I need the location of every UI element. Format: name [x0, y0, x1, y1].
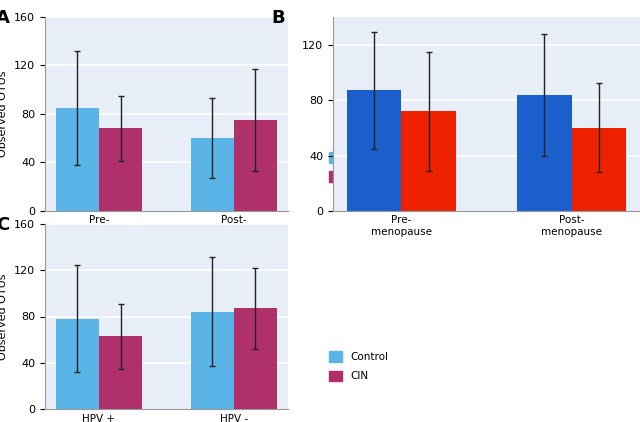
Legend: Control, CIN: Control, CIN	[325, 148, 392, 187]
Text: C: C	[0, 216, 10, 234]
Text: B: B	[271, 9, 285, 27]
Legend: Control, CIN: Control, CIN	[325, 347, 392, 386]
Y-axis label: Observed OTUs: Observed OTUs	[0, 71, 8, 157]
Text: A: A	[0, 9, 10, 27]
Bar	[56, 319, 99, 409]
Bar	[234, 308, 277, 409]
Bar	[56, 108, 99, 211]
Bar	[517, 95, 572, 211]
Bar	[347, 90, 401, 211]
Bar	[234, 120, 277, 211]
Bar	[401, 111, 456, 211]
Bar	[191, 138, 234, 211]
Bar	[572, 128, 626, 211]
Bar	[99, 336, 142, 409]
Bar	[191, 312, 234, 409]
Bar	[99, 128, 142, 211]
Y-axis label: Observed OTUs: Observed OTUs	[0, 273, 8, 360]
